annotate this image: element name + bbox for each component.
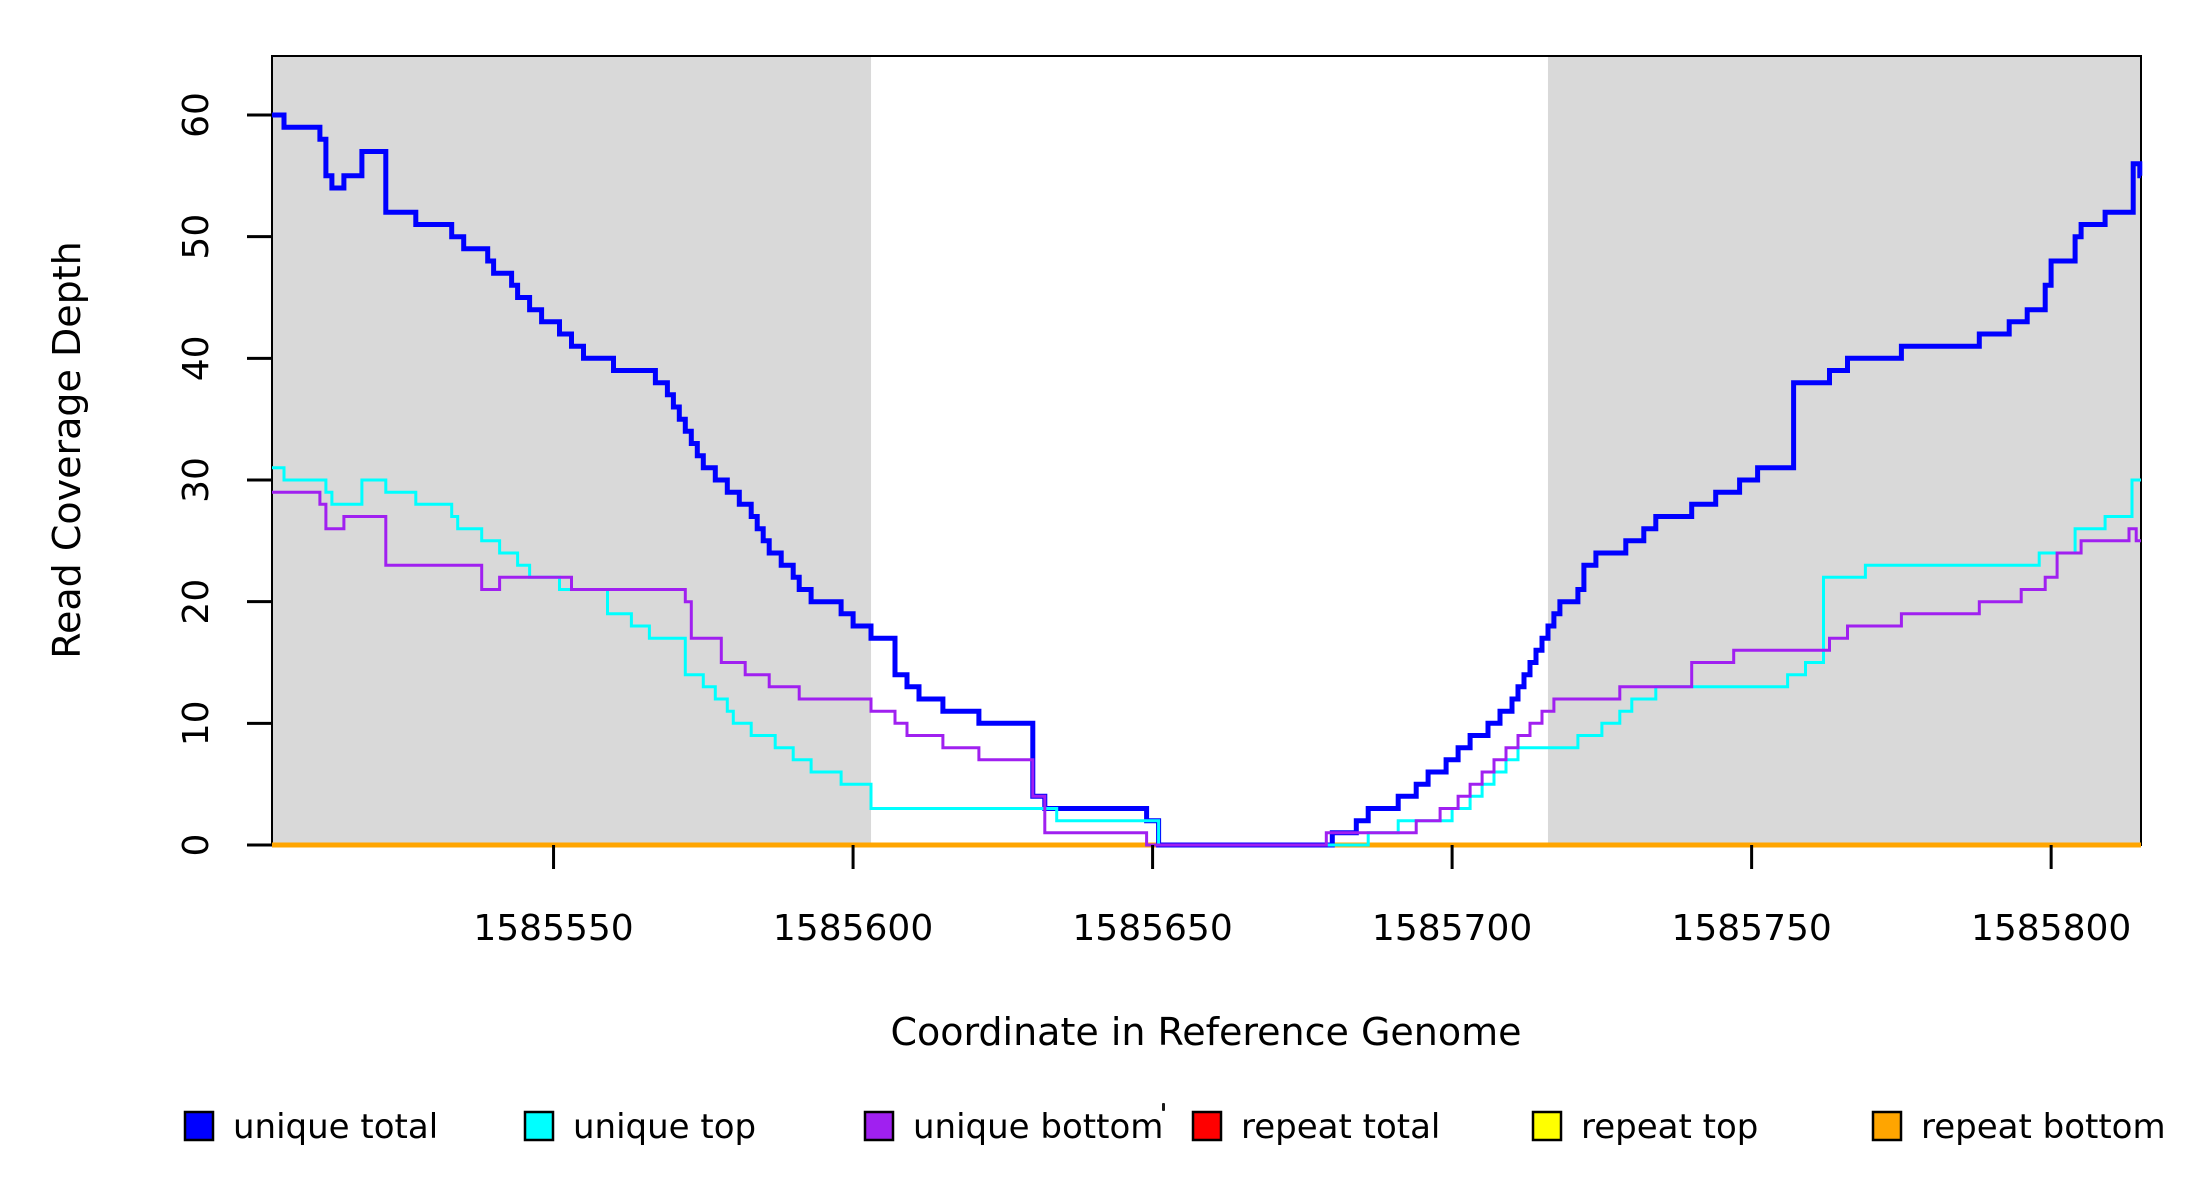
y-axis-title: Read Coverage Depth [45,241,89,658]
legend-swatch-repeat-bottom [1871,1110,1903,1142]
shaded-region [1547,56,2141,845]
y-axis: 0 10 20 30 40 50 60 [176,92,272,856]
x-axis: 1585550 1585600 1585650 1585700 1585750 15858… [473,845,2131,949]
legend-label: repeat bottom [1921,1107,2166,1147]
x-tick-label: 1585650 [1072,908,1232,949]
y-tick-label: 30 [176,457,217,503]
y-tick-label: 20 [176,579,217,625]
legend-label: repeat total [1241,1107,1440,1147]
legend: unique total unique top unique bottom repea… [183,1103,2166,1147]
legend-label: unique bottom [913,1107,1163,1147]
y-tick-label: 10 [176,700,217,746]
legend-label: unique top [573,1107,756,1147]
x-tick-label: 1585700 [1372,908,1532,949]
legend-label: repeat top [1581,1107,1758,1147]
shaded-regions [272,56,2141,845]
y-tick-label: 50 [176,214,217,260]
x-tick-label: 1585750 [1671,908,1831,949]
legend-swatch-repeat-top [1531,1110,1563,1142]
legend-swatch-unique-bottom [863,1110,895,1142]
x-tick-label: 1585800 [1971,908,2131,949]
series-line-unique-bottom [272,490,2141,847]
series-lines [272,112,2143,848]
legend-swatch-unique-top [523,1110,555,1142]
y-tick-label: 60 [176,92,217,138]
stray-mark [1162,1103,1165,1111]
x-tick-label: 1585550 [473,908,633,949]
x-axis-title: Coordinate in Reference Genome [890,1010,1521,1054]
x-tick-label: 1585600 [773,908,933,949]
y-tick-label: 0 [176,834,217,857]
legend-label: unique total [233,1107,438,1147]
legend-swatch-repeat-total [1191,1110,1223,1142]
y-tick-label: 40 [176,335,217,381]
shaded-region [272,56,872,845]
legend-swatch-unique-total [183,1110,215,1142]
